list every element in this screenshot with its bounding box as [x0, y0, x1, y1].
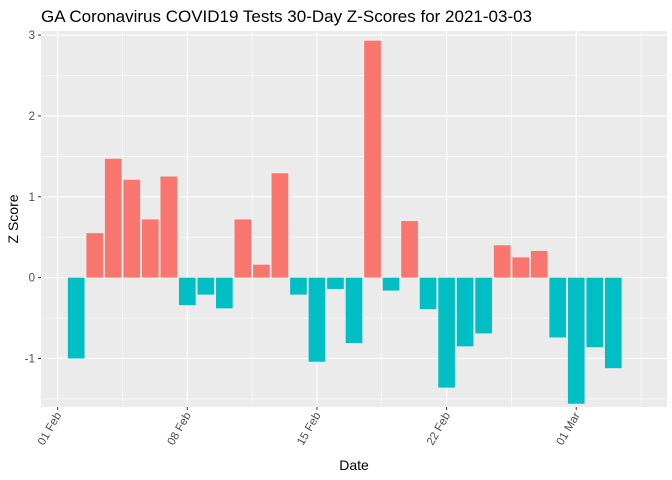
bar-2021-03-02 — [586, 277, 604, 348]
bar-2021-03-03 — [604, 277, 622, 369]
bar-2021-02-10 — [216, 277, 233, 309]
bar-2021-02-28 — [549, 277, 567, 338]
bar-2021-02-24 — [475, 277, 492, 334]
bar-2021-02-13 — [271, 173, 289, 278]
bar-2021-02-07 — [160, 176, 178, 278]
bar-2021-02-22 — [438, 277, 455, 388]
bar-2021-02-15 — [308, 277, 326, 362]
y-axis-title: Z Score — [5, 194, 21, 243]
y-tick-label: 1 — [29, 192, 35, 204]
y-tick-label: 0 — [29, 273, 35, 285]
plot-panel — [41, 31, 667, 407]
bar-2021-03-01 — [567, 277, 585, 404]
bar-2021-02-25 — [493, 245, 511, 278]
y-tick-label: 3 — [29, 30, 35, 42]
y-tick-label: 2 — [29, 111, 35, 123]
bar-2021-02-18 — [364, 40, 381, 278]
bar-2021-02-16 — [327, 277, 344, 289]
bar-2021-02-19 — [382, 277, 400, 291]
bar-2021-02-14 — [290, 277, 307, 295]
bar-2021-02-05 — [123, 179, 141, 278]
chart-title: GA Coronavirus COVID19 Tests 30-Day Z-Sc… — [41, 7, 532, 26]
bar-2021-02-20 — [401, 221, 418, 278]
y-axis: -1 0 1 2 3 — [25, 30, 41, 365]
bar-2021-02-06 — [141, 219, 159, 278]
bar-2021-02-12 — [253, 264, 270, 278]
bar-2021-02-17 — [345, 277, 363, 344]
bar-2021-02-11 — [234, 219, 252, 278]
bar-2021-02-09 — [197, 277, 215, 295]
bars — [67, 40, 622, 404]
bar-2021-02-21 — [419, 277, 437, 310]
bar-2021-02-03 — [86, 233, 104, 278]
x-axis-title: Date — [339, 457, 369, 473]
bar-2021-02-23 — [456, 277, 474, 347]
bar-2021-02-08 — [178, 277, 196, 306]
bar-2021-02-26 — [512, 257, 530, 278]
bar-2021-02-04 — [104, 158, 122, 278]
bar-2021-02-27 — [530, 250, 548, 278]
y-tick-label: -1 — [25, 353, 35, 365]
bar-2021-02-02 — [67, 277, 85, 359]
